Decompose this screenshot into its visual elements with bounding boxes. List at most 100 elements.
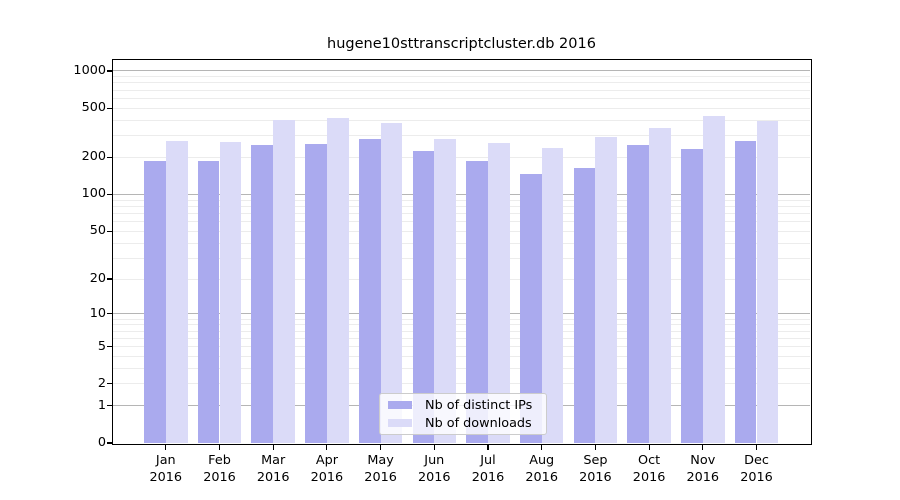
chart-title: hugene10sttranscriptcluster.db 2016 <box>327 36 596 52</box>
legend-item-distinct-ips: Nb of distinct IPs <box>388 398 538 413</box>
legend-label-distinct-ips: Nb of distinct IPs <box>425 397 533 413</box>
gridline-minor-70 <box>113 212 810 214</box>
x-tick-label-month-mar: Mar <box>261 453 286 468</box>
gridline-minor-9 <box>113 318 810 320</box>
x-tick-oct <box>648 444 650 450</box>
y-tick-10 <box>107 313 113 315</box>
x-tick-dec <box>755 444 758 450</box>
gridline-minor-40 <box>113 242 810 244</box>
gridline-minor-80 <box>113 205 810 207</box>
bar-ips-feb <box>197 161 220 443</box>
legend-label-downloads: Nb of downloads <box>425 415 532 431</box>
bar-ips-mar <box>251 145 274 443</box>
gridline-minor-90 <box>113 199 810 201</box>
y-tick-2 <box>107 383 113 385</box>
y-tick-1000 <box>107 70 113 72</box>
x-tick-label-year-mar: 2016 <box>256 470 290 485</box>
x-tick-mar <box>272 444 274 450</box>
bar-downloads-aug <box>541 147 564 443</box>
bar-ips-dec <box>734 140 757 443</box>
x-tick-sep <box>594 444 596 450</box>
x-tick-aug <box>541 444 543 450</box>
y-tick-20 <box>107 278 113 280</box>
y-tick-label-500: 500 <box>81 100 106 116</box>
x-tick-label-year-feb: 2016 <box>203 470 236 485</box>
bar-ips-apr <box>305 143 327 443</box>
bar-downloads-jun <box>434 139 457 443</box>
bar-downloads-dec <box>756 121 779 443</box>
gridline-minor-500 <box>113 107 810 109</box>
x-tick-nov <box>702 444 704 450</box>
bar-downloads-nov <box>702 116 725 443</box>
y-tick-label-2: 2 <box>97 375 106 391</box>
x-tick-label-year-jan: 2016 <box>149 470 183 485</box>
y-tick-label-10: 10 <box>89 305 106 321</box>
x-tick-jul <box>487 444 489 450</box>
gridline-minor-60 <box>113 221 810 223</box>
y-tick-label-20: 20 <box>89 271 106 287</box>
x-tick-label-year-sep: 2016 <box>579 470 612 485</box>
bar-ips-aug <box>519 173 542 443</box>
bar-downloads-sep <box>595 137 618 443</box>
y-tick-200 <box>107 156 113 158</box>
gridline-minor-8 <box>113 324 810 326</box>
gridline-major-1000 <box>113 70 810 72</box>
gridline-minor-7 <box>113 330 810 332</box>
y-tick-label-0: 0 <box>97 435 106 450</box>
x-tick-label-month-may: May <box>367 453 394 468</box>
y-tick-label-1000: 1000 <box>73 62 106 78</box>
y-tick-label-5: 5 <box>97 338 106 354</box>
gridline-minor-400 <box>113 119 810 121</box>
x-tick-label-month-jun: Jun <box>424 453 445 468</box>
bar-downloads-oct <box>649 128 671 443</box>
bar-ips-jul <box>466 160 488 443</box>
gridline-minor-6 <box>113 337 810 339</box>
bar-downloads-may <box>380 122 403 443</box>
bar-ips-oct <box>627 145 650 443</box>
bar-ips-sep <box>573 167 596 443</box>
legend-item-downloads: Nb of downloads <box>388 416 538 431</box>
y-tick-1 <box>107 405 113 407</box>
x-tick-label-year-jul: 2016 <box>471 470 505 485</box>
gridline-minor-5 <box>113 346 810 347</box>
y-tick-label-200: 200 <box>81 149 106 165</box>
x-tick-may <box>380 444 382 450</box>
x-tick-jan <box>165 444 167 450</box>
y-tick-label-1: 1 <box>97 397 106 413</box>
x-tick-label-year-jun: 2016 <box>418 470 451 485</box>
gridline-minor-30 <box>113 257 810 259</box>
x-tick-label-month-sep: Sep <box>583 453 608 468</box>
gridline-minor-4 <box>113 355 810 357</box>
gridline-major-100 <box>113 193 810 195</box>
bar-downloads-feb <box>219 141 242 443</box>
bar-downloads-apr <box>326 117 349 443</box>
gridline-minor-2 <box>113 383 810 385</box>
gridline-minor-200 <box>113 156 810 158</box>
legend-swatch-downloads <box>388 419 412 427</box>
gridline-minor-50 <box>113 230 810 232</box>
x-tick-label-year-oct: 2016 <box>632 470 666 485</box>
x-tick-label-month-aug: Aug <box>529 453 555 468</box>
y-tick-label-50: 50 <box>89 223 106 239</box>
bar-ips-may <box>358 138 381 443</box>
x-tick-label-month-oct: Oct <box>638 453 661 468</box>
x-tick-label-year-apr: 2016 <box>310 470 344 485</box>
legend: Nb of distinct IPs Nb of downloads <box>379 393 547 435</box>
x-tick-label-year-nov: 2016 <box>686 470 720 485</box>
x-tick-label-year-dec: 2016 <box>740 470 773 485</box>
x-tick-label-month-apr: Apr <box>315 453 338 468</box>
x-tick-label-month-dec: Dec <box>744 453 769 468</box>
gridline-major-10 <box>113 313 810 315</box>
x-tick-label-year-may: 2016 <box>364 470 397 485</box>
bar-ips-nov <box>681 148 703 443</box>
y-tick-0 <box>107 442 113 444</box>
bar-downloads-jan <box>165 141 188 443</box>
y-tick-500 <box>107 107 113 109</box>
x-tick-feb <box>218 444 221 450</box>
x-tick-apr <box>326 444 328 450</box>
bar-downloads-mar <box>273 120 295 443</box>
x-tick-label-month-jan: Jan <box>155 453 176 468</box>
bar-ips-jun <box>412 150 435 443</box>
x-tick-label-month-feb: Feb <box>208 453 231 468</box>
